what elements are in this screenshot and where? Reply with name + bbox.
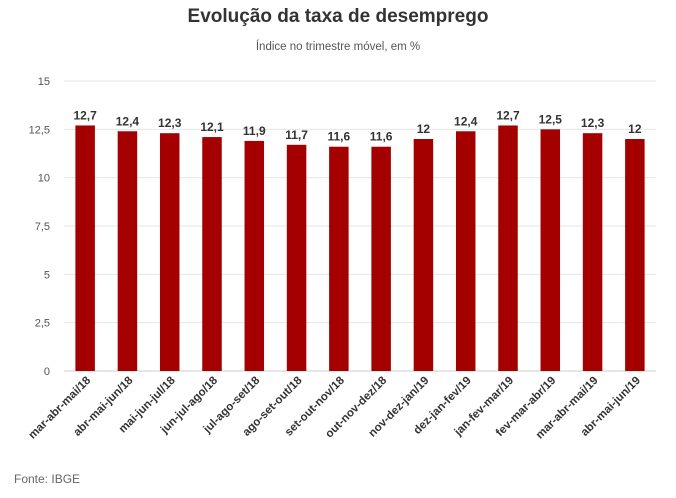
- y-tick-label: 7,5: [35, 221, 50, 233]
- bar: [159, 133, 180, 371]
- bar: [625, 139, 645, 371]
- x-axis-categories: mar-abr-mai/18abr-mai-jun/18mai-jun-jul/…: [26, 374, 643, 441]
- bar: [286, 144, 307, 371]
- data-label: 12,3: [581, 116, 605, 130]
- data-label: 11,6: [328, 130, 351, 144]
- data-label: 11,9: [243, 124, 266, 138]
- data-label: 12,7: [496, 108, 520, 122]
- bar: [540, 129, 561, 371]
- data-label: 12,4: [454, 114, 478, 128]
- bar: [329, 146, 349, 371]
- bar: [75, 125, 95, 371]
- bar: [582, 133, 603, 371]
- y-tick-label: 15: [38, 76, 50, 88]
- bar: [202, 137, 222, 371]
- data-labels: 12,7 12,4 12,3 12,1 11,9 11,7 11,6 11,6 12 12,4 12…: [73, 108, 641, 143]
- bar: [498, 125, 518, 371]
- bar: [455, 131, 476, 371]
- y-tick-label: 5: [44, 269, 50, 281]
- source-note: Fonte: IBGE: [14, 472, 81, 486]
- y-tick-label: 2,5: [35, 318, 50, 330]
- y-tick-label: 12,5: [29, 124, 50, 136]
- grid-lines: [64, 80, 656, 372]
- y-tick-label: 0: [44, 366, 50, 378]
- data-label: 12,1: [200, 120, 224, 134]
- data-label: 11,6: [370, 130, 393, 144]
- data-label: 11,7: [285, 128, 308, 142]
- data-label: 12: [417, 122, 431, 136]
- data-label: 12: [628, 122, 642, 136]
- bar: [413, 139, 434, 371]
- bar: [117, 131, 138, 371]
- y-tick-label: 10: [38, 173, 50, 185]
- bar: [371, 146, 391, 371]
- data-label: 12,3: [158, 116, 182, 130]
- bars: [75, 125, 645, 371]
- y-axis-ticks: 0 2,5 5 7,5 10 12,5 15: [29, 76, 50, 378]
- data-label: 12,5: [539, 112, 563, 126]
- chart-title: Evolução da taxa de desemprego: [187, 6, 489, 27]
- data-label: 12,4: [116, 114, 140, 128]
- chart-subtitle: Índice no trimestre móvel, em %: [255, 41, 421, 53]
- bar: [244, 140, 265, 371]
- data-label: 12,7: [73, 108, 97, 122]
